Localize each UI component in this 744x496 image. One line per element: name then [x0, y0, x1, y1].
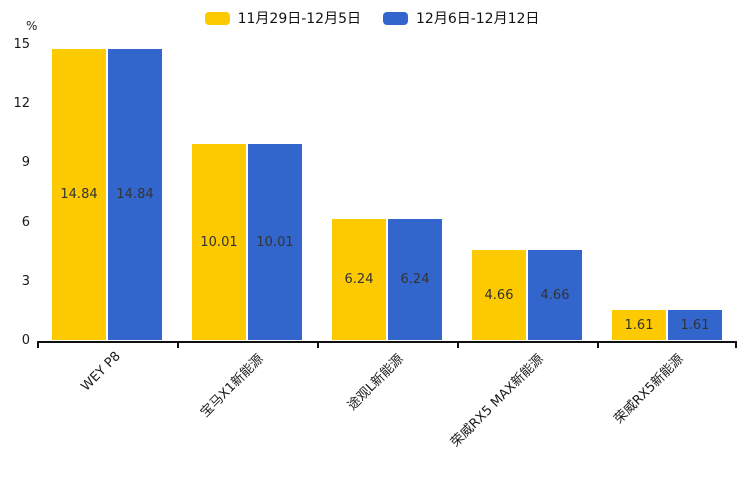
bar-series1-cat0 — [107, 48, 163, 341]
x-axis-category-label: 宝马X1新能源 — [197, 351, 267, 421]
bar-series1-cat3 — [527, 249, 583, 341]
bar-series1-cat2 — [387, 217, 443, 341]
x-axis-tick — [177, 341, 179, 348]
x-axis-category-label: 途观L新能源 — [344, 351, 407, 414]
y-axis-tick-label: 6 — [21, 214, 30, 230]
x-axis-tick — [317, 341, 319, 348]
bar-series0-cat4 — [611, 309, 667, 341]
y-axis-unit-label: % — [26, 19, 38, 33]
y-axis-tick-label: 12 — [13, 96, 30, 112]
y-axis-tick-label: 15 — [13, 37, 30, 52]
bar-series0-cat2 — [331, 217, 387, 341]
bar-series0-cat1 — [191, 143, 247, 341]
y-axis-tick-label: 0 — [21, 333, 30, 348]
x-axis-tick — [597, 341, 599, 348]
legend: 11月29日-12月5日 12月6日-12月12日 — [0, 8, 744, 28]
bar-series0-cat0 — [51, 48, 107, 341]
legend-label: 11月29日-12月5日 — [237, 11, 361, 27]
x-axis-tick — [735, 341, 737, 348]
bar-series1-cat1 — [247, 143, 303, 341]
legend-label: 12月6日-12月12日 — [416, 11, 540, 27]
y-axis-tick-label: 9 — [21, 155, 30, 171]
legend-swatch-icon — [204, 11, 230, 25]
x-axis-category-label: 荣威RX5 MAX新能源 — [447, 351, 547, 451]
x-axis-tick — [37, 341, 39, 348]
x-axis-category-label: WEY P8 — [78, 349, 124, 395]
bar-series1-cat4 — [667, 309, 723, 341]
x-axis-line — [37, 341, 737, 343]
x-axis-tick — [457, 341, 459, 348]
legend-swatch-icon — [383, 11, 408, 25]
y-axis-tick-label: 3 — [21, 273, 30, 289]
bar-series0-cat3 — [471, 249, 527, 341]
x-axis-category-label: 荣威RX5新能源 — [611, 351, 687, 427]
legend-item-1: 12月6日-12月12日 — [383, 8, 539, 28]
legend-item-0: 11月29日-12月5日 — [204, 8, 361, 28]
